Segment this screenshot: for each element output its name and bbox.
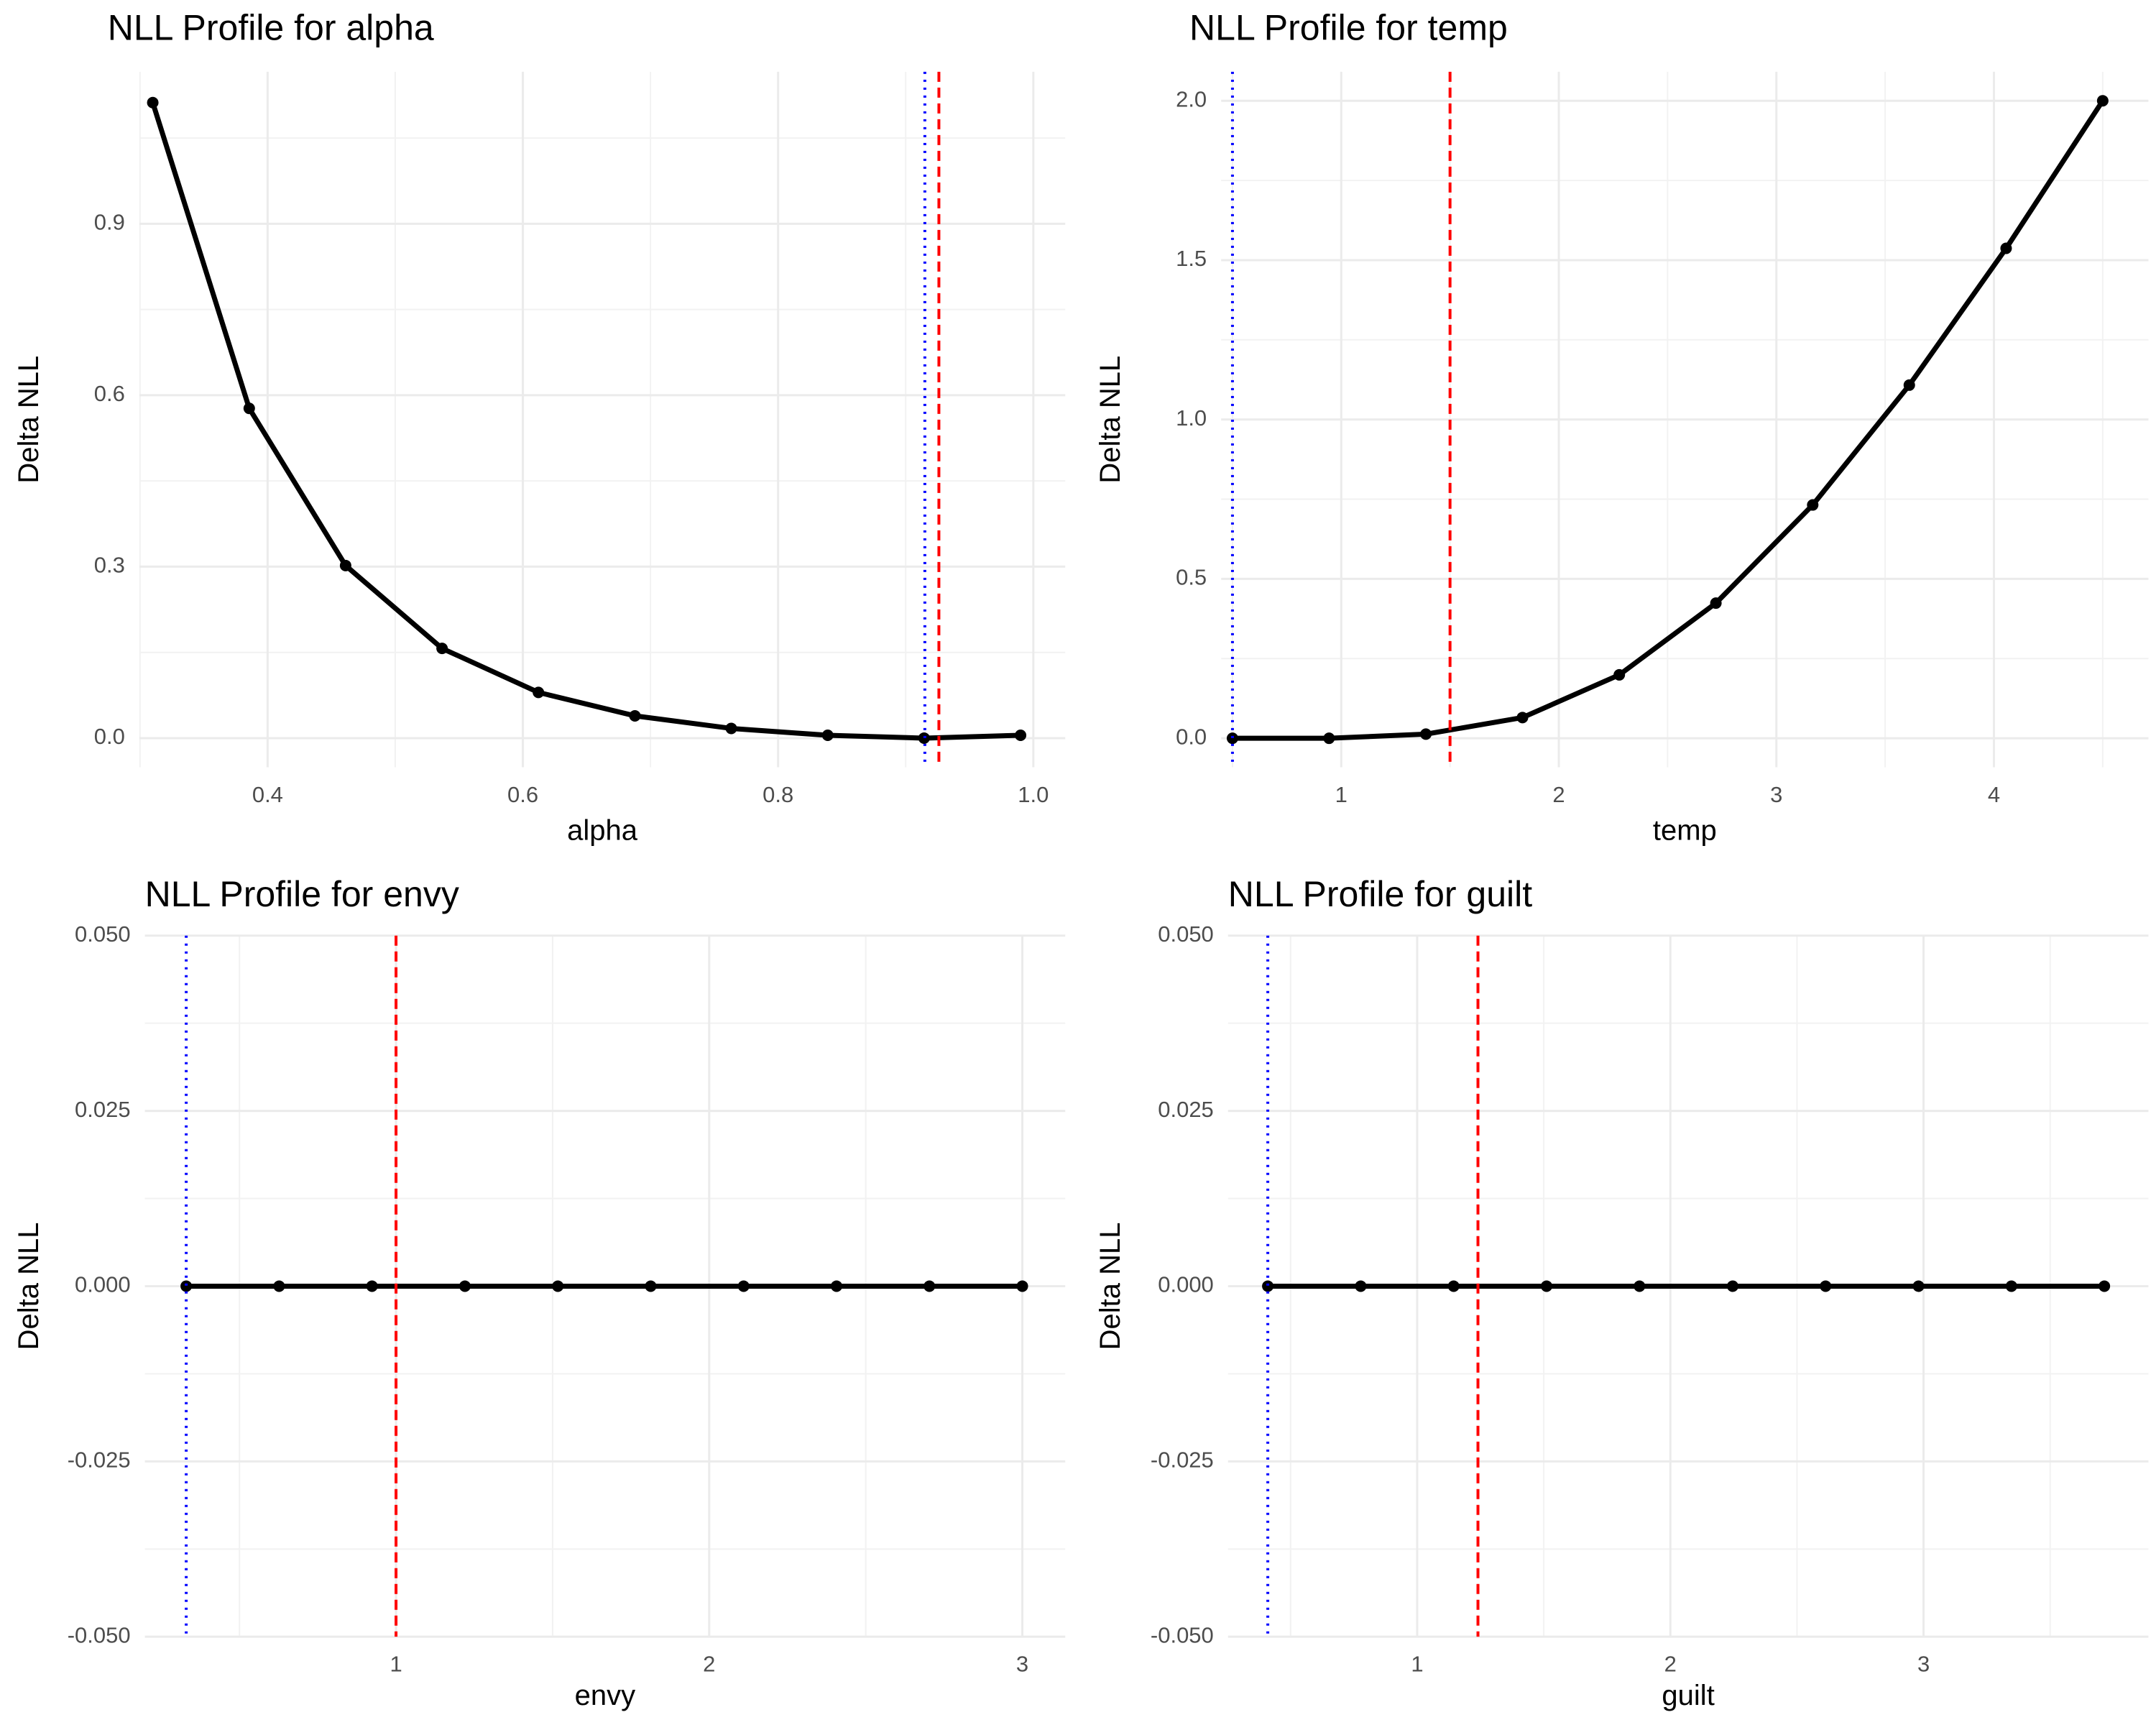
point — [629, 709, 641, 722]
y-tick-label: -0.025 — [68, 1447, 131, 1472]
x-tick-label: 2 — [1664, 1652, 1677, 1677]
x-tick-label: 3 — [1770, 782, 1782, 807]
y-tick-label: 0.050 — [75, 921, 131, 947]
y-tick-label: 0.5 — [1176, 565, 1207, 590]
point — [180, 1280, 193, 1292]
point — [1323, 732, 1335, 745]
point — [147, 96, 159, 109]
point — [1634, 1280, 1646, 1292]
x-tick-label: 4 — [1988, 782, 2000, 807]
line — [150, 101, 1021, 741]
y-tick-label: -0.025 — [1151, 1447, 1214, 1472]
y-tick-label: 0.025 — [75, 1097, 131, 1122]
point — [645, 1280, 657, 1292]
x-tick-label: 1 — [390, 1652, 402, 1677]
x-tick-label: 1.0 — [1018, 782, 1049, 807]
point — [2005, 1280, 2017, 1292]
y-tick-label: 0.025 — [1158, 1097, 1214, 1122]
chart-title: NLL Profile for temp — [1189, 7, 1508, 47]
point — [339, 559, 351, 571]
point — [1262, 1280, 1274, 1292]
x-tick-label: 0.4 — [252, 782, 283, 807]
point — [459, 1280, 471, 1292]
point — [1226, 732, 1238, 745]
point — [1807, 499, 1819, 511]
point — [1016, 1280, 1028, 1292]
x-tick-label: 0.6 — [507, 782, 538, 807]
x-tick-label: 1 — [1335, 782, 1348, 807]
point — [2099, 1280, 2111, 1292]
line — [1232, 99, 2105, 741]
chart-title: NLL Profile for envy — [145, 874, 459, 914]
y-tick-label: -0.050 — [1151, 1622, 1214, 1647]
point — [923, 1280, 936, 1292]
point — [1710, 597, 1722, 610]
point — [1903, 379, 1915, 391]
y-axis-label: Delta NLL — [13, 1223, 45, 1351]
point — [821, 729, 834, 741]
y-tick-label: 0.000 — [75, 1272, 131, 1297]
point — [1015, 729, 1027, 741]
point — [918, 732, 930, 744]
point — [273, 1280, 285, 1292]
point — [1516, 712, 1529, 724]
point — [831, 1280, 843, 1292]
x-tick-label: 3 — [1016, 1652, 1028, 1677]
point — [436, 643, 448, 655]
point — [1447, 1280, 1460, 1292]
x-tick-label: 2 — [703, 1652, 715, 1677]
point — [725, 722, 737, 735]
point — [1613, 668, 1626, 681]
y-tick-label: 1.0 — [1176, 405, 1207, 431]
x-tick-label: 1 — [1411, 1652, 1423, 1677]
point — [552, 1280, 564, 1292]
chart-title: NLL Profile for alpha — [108, 7, 434, 47]
point — [366, 1280, 378, 1292]
point — [2096, 95, 2109, 107]
point — [1820, 1280, 1832, 1292]
x-axis-label: envy — [575, 1680, 636, 1711]
point — [1355, 1280, 1367, 1292]
x-axis-label: guilt — [1662, 1680, 1714, 1711]
x-tick-label: 3 — [1917, 1652, 1930, 1677]
x-tick-label: 0.8 — [763, 782, 793, 807]
y-axis-label: Delta NLL — [1095, 356, 1126, 484]
point — [1726, 1280, 1738, 1292]
y-tick-label: 1.5 — [1176, 246, 1207, 271]
y-tick-label: 0.9 — [94, 210, 125, 235]
y-tick-label: 0.6 — [94, 381, 125, 406]
y-tick-label: 0.0 — [94, 724, 125, 749]
y-tick-label: 0.050 — [1158, 921, 1214, 947]
point — [1912, 1280, 1925, 1292]
x-axis-label: alpha — [567, 814, 638, 846]
x-tick-label: 2 — [1552, 782, 1565, 807]
y-tick-label: 0.0 — [1176, 724, 1207, 749]
point — [243, 402, 255, 415]
point — [2000, 242, 2012, 254]
y-axis-label: Delta NLL — [13, 356, 45, 484]
y-tick-label: 0.000 — [1158, 1272, 1214, 1297]
y-tick-label: 2.0 — [1176, 86, 1207, 111]
y-axis-label: Delta NLL — [1095, 1223, 1126, 1351]
point — [1541, 1280, 1553, 1292]
y-tick-label: -0.050 — [68, 1622, 131, 1647]
point — [1420, 728, 1432, 740]
chart-title: NLL Profile for guilt — [1228, 874, 1532, 914]
x-axis-label: temp — [1653, 814, 1717, 846]
point — [737, 1280, 750, 1292]
y-tick-label: 0.3 — [94, 553, 125, 578]
point — [533, 686, 545, 699]
